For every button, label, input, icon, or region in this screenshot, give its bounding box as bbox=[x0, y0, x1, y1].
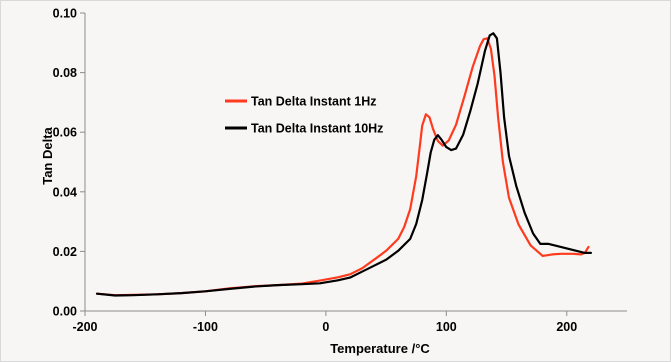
y-tick-label: 0.02 bbox=[53, 245, 77, 259]
x-tick-label: 200 bbox=[556, 320, 577, 334]
x-tick-label: -200 bbox=[72, 320, 97, 334]
y-tick-label: 0.10 bbox=[53, 7, 77, 21]
axes bbox=[80, 12, 627, 316]
x-axis-title: Temperature /°C bbox=[330, 341, 430, 356]
x-tick-label: 100 bbox=[436, 320, 457, 334]
legend-label-10hz: Tan Delta Instant 10Hz bbox=[251, 122, 383, 136]
tick-labels: 0.00 0.02 0.04 0.06 0.08 0.10 -200 -100 0 100 200 bbox=[53, 7, 578, 335]
legend-label-1hz: Tan Delta Instant 1Hz bbox=[251, 95, 376, 109]
series-line-10hz bbox=[95, 32, 592, 297]
y-tick-label: 0.08 bbox=[53, 66, 77, 80]
y-tick-label: 0.00 bbox=[53, 305, 77, 319]
y-tick-label: 0.06 bbox=[53, 126, 77, 140]
x-tick-label: 0 bbox=[322, 320, 329, 334]
legend: Tan Delta Instant 1Hz Tan Delta Instant 1… bbox=[225, 95, 383, 136]
series-line-1hz bbox=[95, 37, 590, 297]
series-lines bbox=[95, 32, 592, 297]
x-tick-label: -100 bbox=[193, 320, 218, 334]
y-tick-label: 0.04 bbox=[53, 185, 77, 199]
y-axis-title: Tan Delta bbox=[40, 126, 55, 184]
